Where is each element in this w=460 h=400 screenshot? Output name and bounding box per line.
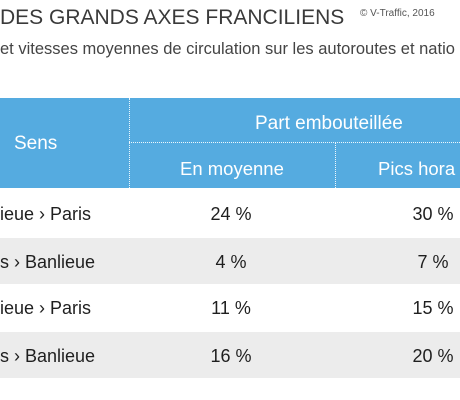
table-header: Sens Part embouteillée En moyenne Pics h… bbox=[0, 98, 460, 188]
header-divider bbox=[129, 142, 460, 143]
cell-sens: ieue › Paris bbox=[0, 298, 92, 318]
page-subtitle: et vitesses moyennes de circulation sur … bbox=[0, 40, 455, 58]
cell-sens: s › Banlieue bbox=[0, 346, 96, 366]
column-header-sens: Sens bbox=[14, 133, 58, 154]
cell-pics: 30 % bbox=[412, 204, 454, 224]
table-row: s › Banlieue 16 % 20 % bbox=[0, 332, 460, 378]
column-header-en-moyenne: En moyenne bbox=[180, 158, 284, 179]
cell-sens: s › Banlieue bbox=[0, 252, 96, 272]
table-row: s › Banlieue 4 % 7 % bbox=[0, 238, 460, 284]
column-header-part-embouteillee: Part embouteillée bbox=[255, 113, 403, 134]
cell-sens: ieue › Paris bbox=[0, 204, 92, 224]
cell-pics: 20 % bbox=[412, 346, 454, 366]
cell-moyenne: 11 % bbox=[211, 298, 251, 318]
column-header-pics-horaires: Pics hora bbox=[378, 158, 456, 179]
credit-text: © V-Traffic, 2016 bbox=[360, 8, 435, 19]
header-divider bbox=[129, 98, 130, 188]
cell-pics: 7 % bbox=[417, 252, 449, 272]
cell-moyenne: 24 % bbox=[210, 204, 252, 224]
cell-pics: 15 % bbox=[412, 298, 454, 318]
table-row: ieue › Paris 24 % 30 % bbox=[0, 190, 460, 236]
table-row: ieue › Paris 11 % 15 % bbox=[0, 284, 460, 330]
cell-moyenne: 4 % bbox=[215, 252, 247, 272]
page-title: DES GRANDS AXES FRANCILIENS bbox=[0, 6, 345, 29]
cell-moyenne: 16 % bbox=[210, 346, 252, 366]
header-divider bbox=[335, 143, 336, 188]
